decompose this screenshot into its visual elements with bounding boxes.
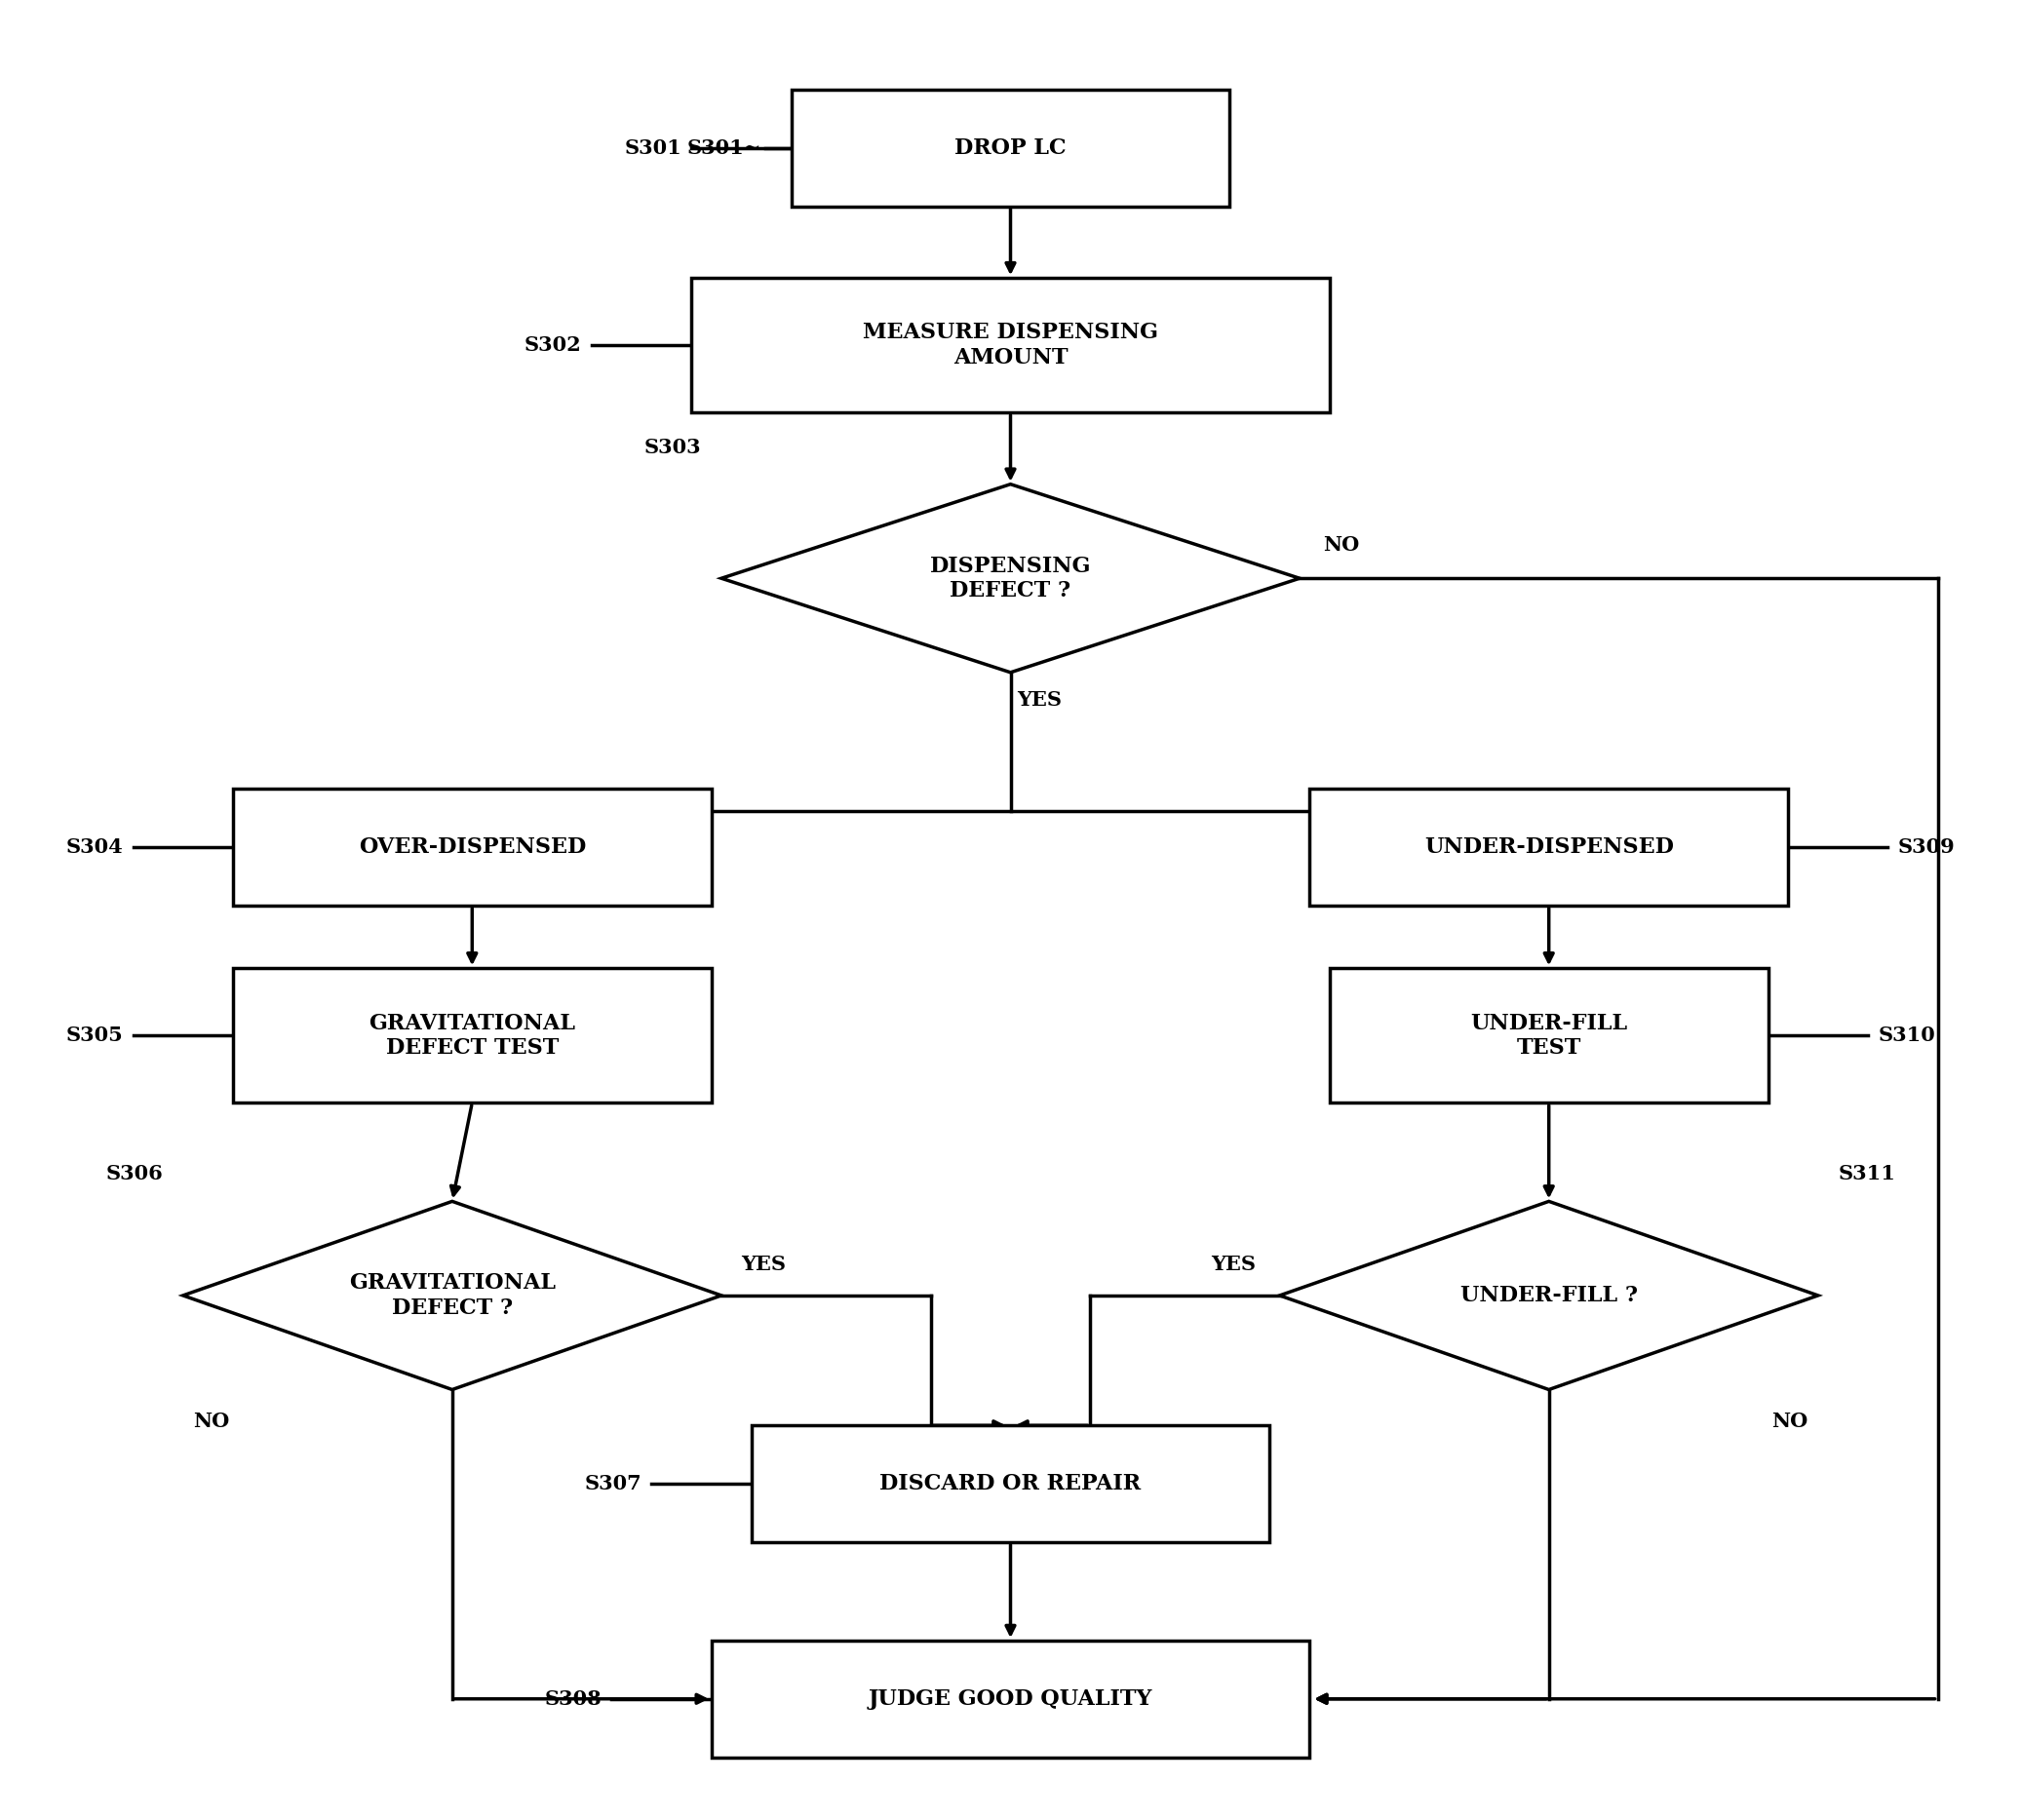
Text: UNDER-FILL ?: UNDER-FILL ? — [1459, 1285, 1637, 1307]
Text: UNDER-FILL
TEST: UNDER-FILL TEST — [1471, 1012, 1627, 1059]
Text: MEASURE DISPENSING
AMOUNT: MEASURE DISPENSING AMOUNT — [863, 322, 1158, 368]
Polygon shape — [1279, 1201, 1819, 1390]
Text: JUDGE GOOD QUALITY: JUDGE GOOD QUALITY — [869, 1689, 1152, 1709]
Text: DROP LC: DROP LC — [954, 136, 1067, 158]
Text: S302: S302 — [525, 335, 582, 355]
Text: S308: S308 — [544, 1689, 602, 1709]
Text: S301~: S301~ — [687, 138, 762, 158]
Polygon shape — [184, 1201, 721, 1390]
Text: S309: S309 — [1898, 837, 1954, 857]
Text: DISPENSING
DEFECT ?: DISPENSING DEFECT ? — [930, 555, 1091, 601]
Text: S304: S304 — [67, 837, 123, 857]
FancyBboxPatch shape — [711, 1640, 1310, 1756]
FancyBboxPatch shape — [1310, 790, 1789, 906]
Text: YES: YES — [742, 1254, 786, 1274]
Text: YES: YES — [1017, 690, 1061, 710]
Text: YES: YES — [1211, 1254, 1255, 1274]
Text: S310: S310 — [1878, 1026, 1936, 1045]
FancyBboxPatch shape — [232, 790, 711, 906]
Text: S306: S306 — [105, 1165, 164, 1183]
Text: NO: NO — [192, 1410, 228, 1431]
FancyBboxPatch shape — [691, 278, 1330, 413]
Text: OVER-DISPENSED: OVER-DISPENSED — [358, 837, 586, 857]
FancyBboxPatch shape — [232, 968, 711, 1103]
FancyBboxPatch shape — [752, 1425, 1269, 1542]
Text: NO: NO — [1324, 535, 1360, 555]
Text: GRAVITATIONAL
DEFECT ?: GRAVITATIONAL DEFECT ? — [350, 1272, 556, 1318]
Text: UNDER-DISPENSED: UNDER-DISPENSED — [1425, 837, 1673, 857]
Text: S305: S305 — [67, 1026, 123, 1045]
FancyBboxPatch shape — [1330, 968, 1768, 1103]
Text: GRAVITATIONAL
DEFECT TEST: GRAVITATIONAL DEFECT TEST — [368, 1012, 576, 1059]
Text: S307: S307 — [584, 1474, 641, 1494]
Text: S303: S303 — [645, 439, 701, 457]
Text: S301: S301 — [624, 138, 681, 158]
Text: S311: S311 — [1837, 1165, 1896, 1183]
Text: NO: NO — [1772, 1410, 1809, 1431]
FancyBboxPatch shape — [790, 89, 1231, 206]
Text: DISCARD OR REPAIR: DISCARD OR REPAIR — [879, 1472, 1142, 1494]
Polygon shape — [721, 484, 1300, 672]
